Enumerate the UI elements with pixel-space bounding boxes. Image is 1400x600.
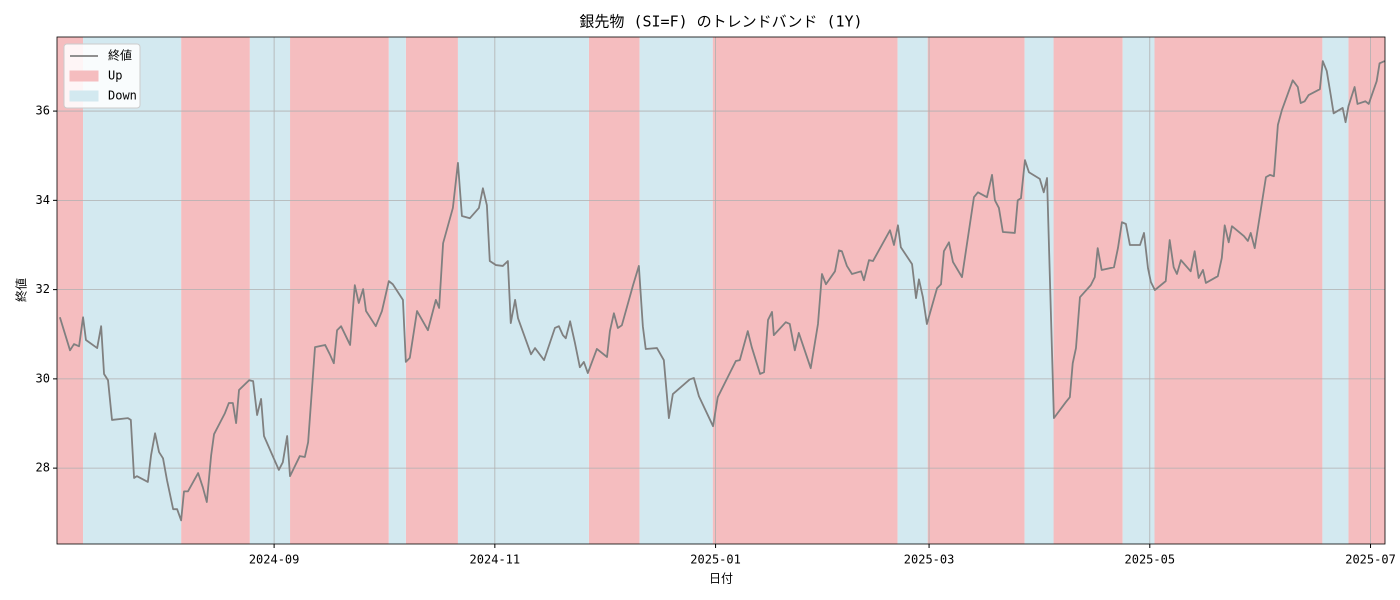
- trend-band: [83, 37, 182, 544]
- trend-band: [1348, 37, 1385, 544]
- trend-band: [897, 37, 928, 544]
- legend-swatch: [69, 90, 99, 102]
- y-tick-label: 28: [36, 461, 50, 475]
- trend-band: [1154, 37, 1323, 544]
- chart-title: 銀先物 (SI=F) のトレンドバンド (1Y): [579, 13, 862, 31]
- trend-band: [457, 37, 589, 544]
- x-tick-label: 2024-11: [470, 553, 521, 567]
- trend-band: [405, 37, 458, 544]
- y-tick-label: 30: [36, 371, 50, 385]
- price-line: [59, 60, 1386, 522]
- legend-label: 終値: [108, 48, 132, 63]
- trend-band: [1322, 37, 1349, 544]
- x-tick-label: 2025-07: [1345, 553, 1396, 567]
- y-axis-label: 終値: [14, 278, 29, 302]
- legend-label: Down: [108, 89, 137, 103]
- y-tick-label: 32: [36, 282, 50, 296]
- lines: [59, 60, 1386, 522]
- legend-swatch: [69, 70, 99, 82]
- legend-label: Up: [108, 69, 122, 83]
- trend-band: [1122, 37, 1155, 544]
- x-tick-label: 2025-05: [1125, 553, 1176, 567]
- trend-band: [639, 37, 713, 544]
- legend: 終値 Up Down: [63, 43, 141, 109]
- ticks: 2024-09 2024-11 2025-01 2025-03 2025-05 2025-…: [36, 104, 1396, 567]
- x-tick-label: 2024-09: [249, 553, 300, 567]
- trend-band: [1053, 37, 1123, 544]
- y-tick-label: 34: [36, 193, 50, 207]
- x-tick-label: 2025-03: [904, 553, 955, 567]
- trend-band: [1024, 37, 1054, 544]
- trend-band: [290, 37, 389, 544]
- trend-band: [57, 37, 84, 544]
- trend-band: [927, 37, 1025, 544]
- plot-frame: [56, 36, 1386, 545]
- y-tick-label: 36: [36, 104, 50, 118]
- trend-band: [181, 37, 250, 544]
- trend-band: [712, 37, 898, 544]
- x-tick-label: 2025-01: [690, 553, 741, 567]
- x-axis-label: 日付: [709, 572, 733, 586]
